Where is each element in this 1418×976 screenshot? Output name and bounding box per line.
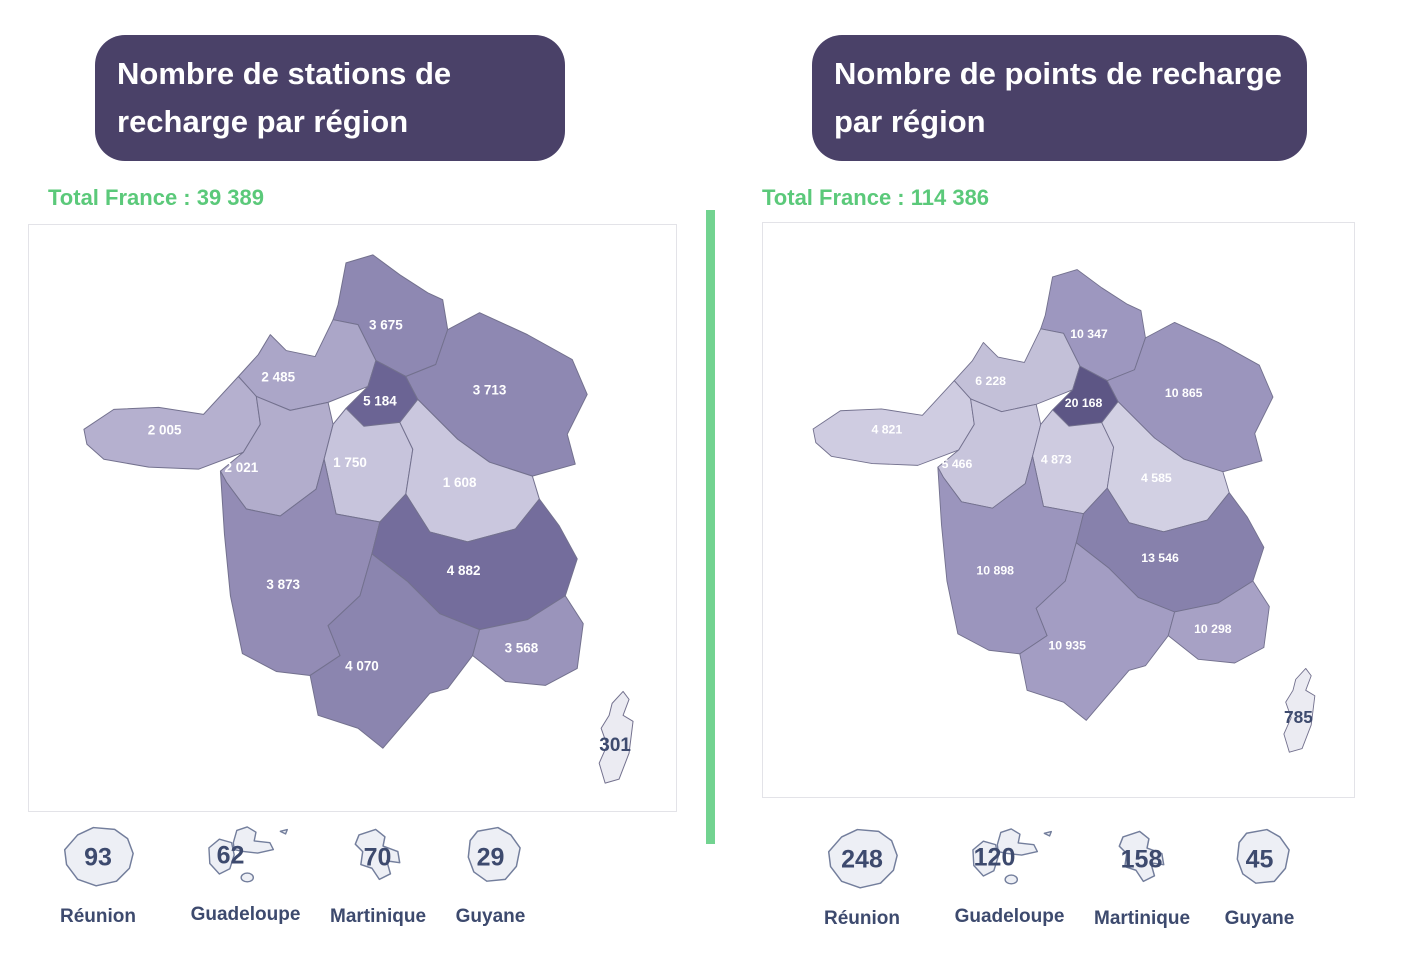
region-value-grand-est: 10 865 (1165, 386, 1203, 400)
island-value: 70 (363, 843, 392, 872)
reunion-map-icon (63, 826, 134, 887)
island-guyane-stations: 29 Guyane (443, 822, 538, 928)
island-label: Guyane (455, 906, 526, 927)
region-value-occitanie: 4 070 (345, 658, 379, 673)
guadeloupe-map-icon (972, 828, 1052, 885)
martinique-map-icon (1118, 830, 1165, 883)
divider-bar (706, 210, 715, 844)
region-normandie (953, 328, 1081, 413)
region-value-bourgogne-franche-comte: 1 608 (443, 475, 477, 490)
region-value-ile-de-france: 5 184 (363, 393, 397, 408)
region-corse (1283, 667, 1316, 753)
island-value: 120 (973, 843, 1016, 872)
martinique-map-icon (354, 828, 401, 881)
region-value-ile-de-france: 20 168 (1065, 396, 1103, 410)
island-label: Guadeloupe (190, 904, 301, 925)
guyane-map-icon (1236, 828, 1290, 884)
points-title: Nombre de points de recharge par région (812, 35, 1307, 161)
island-label: Guadeloupe (954, 906, 1065, 927)
island-value: 62 (216, 841, 245, 870)
island-label: Réunion (60, 906, 136, 927)
island-value: 29 (476, 843, 505, 872)
guyane-map-icon (467, 826, 521, 882)
island-martinique-stations: 70 Martinique (330, 822, 427, 928)
region-value-pays-de-la-loire: 2 021 (225, 460, 259, 475)
points-map-box: 10 347 6 228 20 168 10 865 4 821 5 466 4 873 4 … (762, 222, 1355, 798)
points-total: Total France : 114 386 (762, 185, 990, 210)
stations-france-map: 3 675 2 485 5 184 3 713 2 005 2 021 1 750 1 608… (83, 254, 634, 784)
region-value-pays-de-la-loire: 5 466 (942, 457, 973, 471)
island-value: 93 (84, 843, 112, 872)
region-occitanie (309, 553, 481, 749)
stations-map-box: 3 675 2 485 5 184 3 713 2 005 2 021 1 750 1 608… (28, 224, 677, 812)
region-value-corse: 301 (599, 735, 631, 756)
island-reunion-points: 248 Réunion (806, 824, 918, 930)
region-provence-alpes-cote-d-azur (472, 595, 584, 686)
island-guadeloupe-stations: 62 Guadeloupe (183, 820, 308, 926)
region-value-centre-val-de-loire: 1 750 (333, 455, 367, 470)
island-value: 158 (1120, 845, 1163, 874)
region-value-centre-val-de-loire: 4 873 (1041, 453, 1072, 467)
points-title-text: Nombre de points de recharge par région (834, 55, 1282, 139)
region-corse (598, 690, 634, 784)
region-value-provence-alpes-cote-d-azur: 10 298 (1194, 622, 1232, 636)
reunion-map-icon (827, 828, 898, 889)
region-value-occitanie: 10 935 (1048, 638, 1086, 652)
stations-title: Nombre de stations de recharge par régio… (95, 35, 565, 161)
region-value-nouvelle-aquitaine: 10 898 (976, 564, 1014, 578)
region-value-normandie: 2 485 (261, 369, 295, 384)
region-value-bretagne: 4 821 (871, 423, 902, 437)
island-reunion-stations: 93 Réunion (42, 822, 154, 928)
region-provence-alpes-cote-d-azur (1167, 580, 1270, 664)
island-martinique-points: 158 Martinique (1094, 824, 1191, 930)
region-value-grand-est: 3 713 (473, 382, 507, 397)
stations-total: Total France : 39 389 (48, 185, 265, 210)
region-value-auvergne-rhone-alpes: 13 546 (1141, 551, 1179, 565)
region-value-hauts-de-france: 10 347 (1070, 327, 1108, 341)
guadeloupe-map-icon (208, 826, 288, 883)
region-value-auvergne-rhone-alpes: 4 882 (447, 563, 481, 578)
island-value: 45 (1245, 845, 1274, 874)
island-label: Martinique (330, 906, 427, 927)
stations-title-text: Nombre de stations de recharge par régio… (117, 55, 452, 139)
region-value-bretagne: 2 005 (148, 422, 182, 437)
island-value: 248 (841, 845, 883, 874)
island-label: Réunion (824, 908, 900, 929)
region-value-provence-alpes-cote-d-azur: 3 568 (505, 641, 539, 656)
region-occitanie (1019, 542, 1176, 721)
island-label: Martinique (1094, 908, 1191, 929)
region-normandie (237, 319, 377, 411)
island-guyane-points: 45 Guyane (1212, 824, 1307, 930)
island-guadeloupe-points: 120 Guadeloupe (947, 822, 1072, 928)
region-value-normandie: 6 228 (975, 374, 1006, 388)
region-value-nouvelle-aquitaine: 3 873 (266, 577, 300, 592)
region-value-hauts-de-france: 3 675 (369, 318, 403, 333)
island-label: Guyane (1224, 908, 1295, 929)
points-france-map: 10 347 6 228 20 168 10 865 4 821 5 466 4 873 4 … (812, 269, 1316, 753)
region-value-bourgogne-franche-comte: 4 585 (1141, 471, 1172, 485)
region-value-corse: 785 (1284, 707, 1313, 727)
